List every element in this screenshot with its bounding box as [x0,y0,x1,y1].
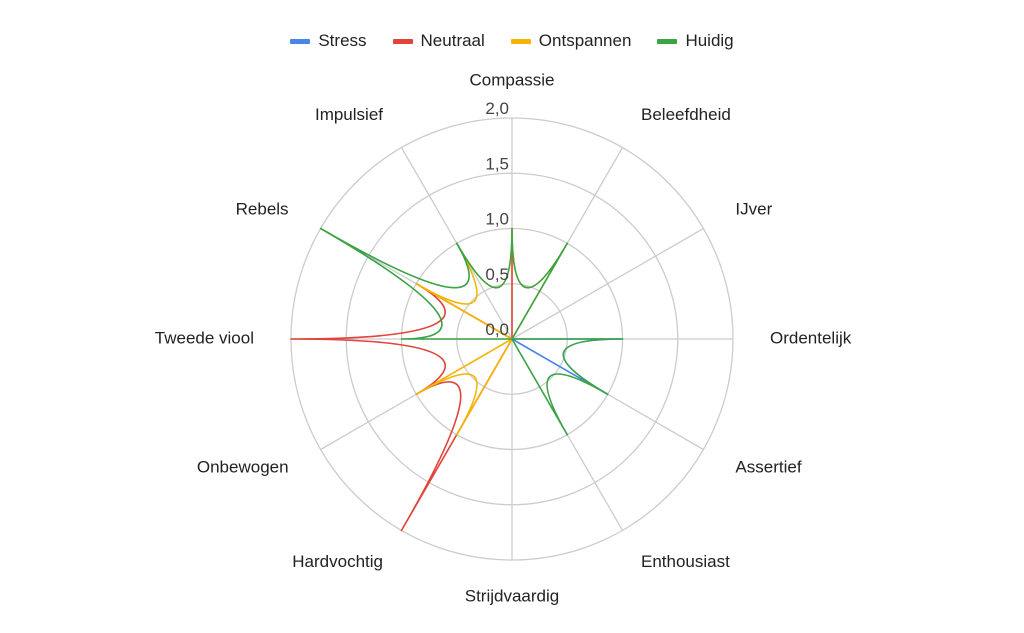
axis-label: Rebels [236,199,289,218]
axis-label: Beleefdheid [641,105,731,124]
tick-label: 2,0 [485,99,509,118]
tick-label: 0,5 [485,265,509,284]
tick-label: 0,0 [485,320,509,339]
legend-label-ontspannen: Ontspannen [538,31,632,50]
series-line-neutraal [290,227,513,532]
axis-label: IJver [735,199,772,218]
legend-label-huidig: Huidig [685,31,734,50]
axis-label: Enthousiast [641,552,730,571]
legend-item-neutraal[interactable]: Neutraal [392,31,485,51]
legend-item-stress[interactable]: Stress [290,31,367,51]
axis-label: Hardvochtig [292,552,383,571]
axis-label: Compassie [469,70,554,89]
tick-label: 1,0 [485,210,509,229]
chart-legend: Stress Neutraal Ontspannen Huidig [0,28,1024,54]
legend-item-huidig[interactable]: Huidig [657,31,734,51]
tick-label: 1,5 [485,154,509,173]
axis-label: Ordentelijk [770,328,852,347]
axis-label: Onbewogen [197,457,289,476]
legend-item-ontspannen[interactable]: Ontspannen [510,31,632,51]
legend-label-neutraal: Neutraal [420,31,485,50]
legend-swatch-ontspannen [510,38,531,44]
legend-swatch-neutraal [392,38,413,44]
legend-label-stress: Stress [318,31,367,50]
axis-label: Assertief [735,457,801,476]
series-line-huidig [319,227,624,436]
legend-swatch-stress [290,38,311,44]
legend-swatch-huidig [657,38,678,44]
axis-label: Impulsief [315,105,383,124]
axis-label: Tweede viool [155,328,254,347]
grid-spoke [511,227,704,340]
axis-label: Strijdvaardig [465,586,560,605]
